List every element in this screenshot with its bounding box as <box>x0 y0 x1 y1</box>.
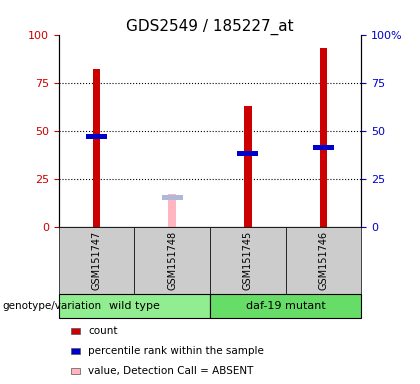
Text: GSM151746: GSM151746 <box>318 231 328 290</box>
Bar <box>162 195 183 200</box>
Text: wild type: wild type <box>109 301 160 311</box>
Bar <box>237 151 258 156</box>
Text: percentile rank within the sample: percentile rank within the sample <box>88 346 264 356</box>
Bar <box>313 146 334 150</box>
Text: value, Detection Call = ABSENT: value, Detection Call = ABSENT <box>88 366 254 376</box>
Text: daf-19 mutant: daf-19 mutant <box>246 301 326 311</box>
Text: GSM151745: GSM151745 <box>243 230 253 290</box>
Text: GSM151748: GSM151748 <box>167 231 177 290</box>
Bar <box>320 48 327 227</box>
Text: GDS2549 / 185227_at: GDS2549 / 185227_at <box>126 18 294 35</box>
Bar <box>168 194 176 227</box>
Text: count: count <box>88 326 118 336</box>
Bar <box>86 134 107 139</box>
Bar <box>93 69 100 227</box>
Polygon shape <box>61 299 68 313</box>
Text: genotype/variation: genotype/variation <box>2 301 101 311</box>
Bar <box>244 106 252 227</box>
Text: GSM151747: GSM151747 <box>92 230 102 290</box>
